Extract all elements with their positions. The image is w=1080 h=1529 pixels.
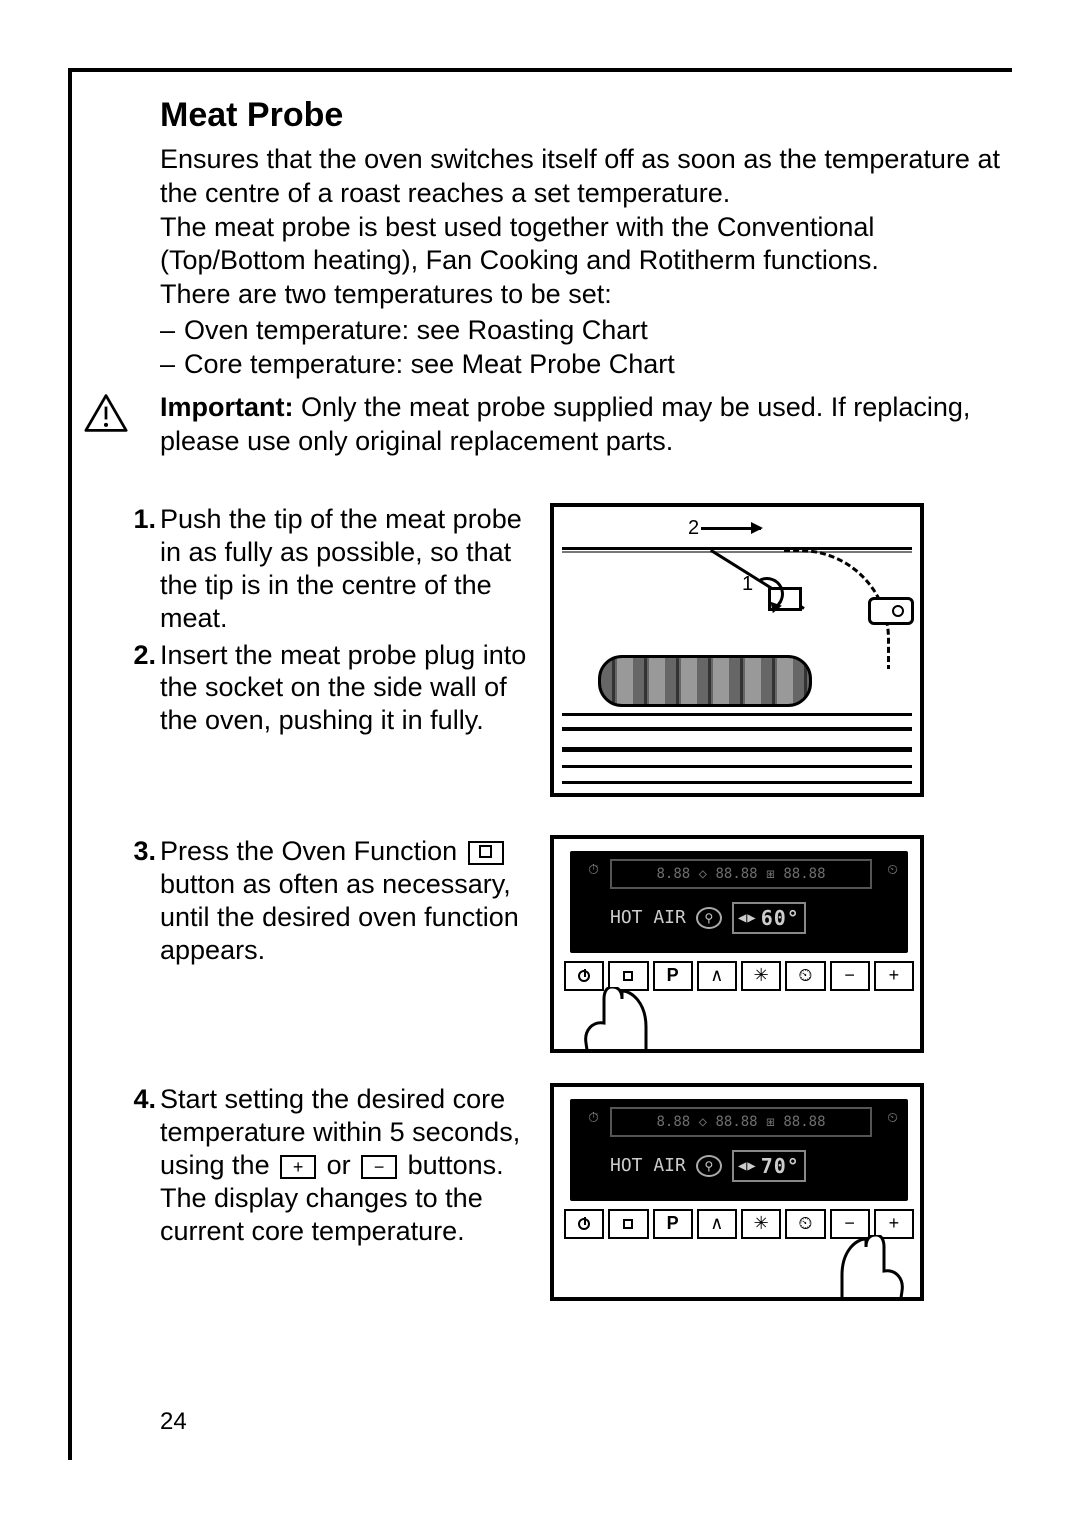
probe-icon: ⚲ bbox=[696, 907, 722, 929]
important-label: Important: bbox=[160, 392, 293, 422]
roast-illustration bbox=[598, 655, 812, 707]
finger-press-icon bbox=[582, 987, 662, 1053]
program-button[interactable]: P bbox=[653, 1209, 693, 1239]
bullet-oven-temp: Oven temperature: see Roasting Chart bbox=[184, 314, 648, 348]
light-button[interactable]: ✳ bbox=[741, 1209, 781, 1239]
oven-function-button-icon bbox=[468, 841, 504, 865]
lcd-ghost-digits: 8.88 ◇ 88.88 ⧆ 88.88 bbox=[610, 859, 872, 889]
light-button[interactable]: ✳ bbox=[741, 961, 781, 991]
intro-p2: The meat probe is best used together wit… bbox=[160, 211, 1000, 279]
intro-p3: There are two temperatures to be set: bbox=[160, 278, 1000, 312]
alarm-right-icon: ⏲ bbox=[887, 1109, 898, 1126]
up-button[interactable]: ∧ bbox=[697, 1209, 737, 1239]
dash: – bbox=[160, 348, 184, 382]
clock-button[interactable]: ⏲ bbox=[785, 961, 825, 991]
minus-button[interactable]: − bbox=[830, 961, 870, 991]
socket-hole bbox=[892, 605, 904, 617]
finger-press-icon bbox=[826, 1235, 906, 1301]
oven-function-button[interactable] bbox=[608, 1209, 648, 1239]
socket-plate bbox=[868, 597, 914, 625]
probe-icon: ⚲ bbox=[696, 1155, 722, 1177]
step-3-text: Press the Oven Function button as often … bbox=[160, 835, 538, 967]
mode-label: HOT AIR bbox=[610, 1155, 686, 1176]
dash: – bbox=[160, 314, 184, 348]
intro-p1: Ensures that the oven switches itself of… bbox=[160, 143, 1000, 211]
alarm-left-icon: ⏱ bbox=[588, 861, 599, 878]
figure-panel-step3: ⏱ ⏲ 8.88 ◇ 88.88 ⧆ 88.88 HOT AIR ⚲ ◀▶60°… bbox=[550, 835, 924, 1053]
alarm-left-icon: ⏱ bbox=[588, 1109, 599, 1126]
page-number: 24 bbox=[160, 1408, 187, 1436]
step-number-1: 1. bbox=[132, 503, 160, 635]
alarm-right-icon: ⏲ bbox=[887, 861, 898, 878]
figure-panel-step4: ⏱ ⏲ 8.88 ◇ 88.88 ⧆ 88.88 HOT AIR ⚲ ◀▶70°… bbox=[550, 1083, 924, 1301]
step-4-text: Start setting the desired core temperatu… bbox=[160, 1083, 538, 1248]
plus-button-icon: + bbox=[280, 1155, 316, 1179]
section-heading: Meat Probe bbox=[160, 96, 1012, 135]
step-number-4: 4. bbox=[132, 1083, 160, 1248]
figure-oven-probe: 2 1 bbox=[550, 503, 924, 797]
up-button[interactable]: ∧ bbox=[697, 961, 737, 991]
minus-button-icon: − bbox=[361, 1155, 397, 1179]
step-number-3: 3. bbox=[132, 835, 160, 967]
power-button[interactable] bbox=[564, 1209, 604, 1239]
core-temp-readout: ◀▶60° bbox=[732, 902, 806, 934]
warning-icon bbox=[72, 391, 140, 459]
core-temp-readout: ◀▶70° bbox=[732, 1150, 806, 1182]
callout-2: 2 bbox=[688, 517, 761, 540]
intro-block: Ensures that the oven switches itself of… bbox=[160, 143, 1000, 381]
step-2-text: Insert the meat probe plug into the sock… bbox=[160, 639, 538, 738]
clock-button[interactable]: ⏲ bbox=[785, 1209, 825, 1239]
lcd-ghost-digits: 8.88 ◇ 88.88 ⧆ 88.88 bbox=[610, 1107, 872, 1137]
bullet-core-temp: Core temperature: see Meat Probe Chart bbox=[184, 348, 675, 382]
important-note: Important: Only the meat probe supplied … bbox=[140, 391, 1012, 459]
step-number-2: 2. bbox=[132, 639, 160, 738]
page-frame: Meat Probe Ensures that the oven switche… bbox=[68, 68, 1012, 1460]
plus-button[interactable]: + bbox=[874, 961, 914, 991]
mode-label: HOT AIR bbox=[610, 907, 686, 928]
step-1-text: Push the tip of the meat probe in as ful… bbox=[160, 503, 538, 635]
